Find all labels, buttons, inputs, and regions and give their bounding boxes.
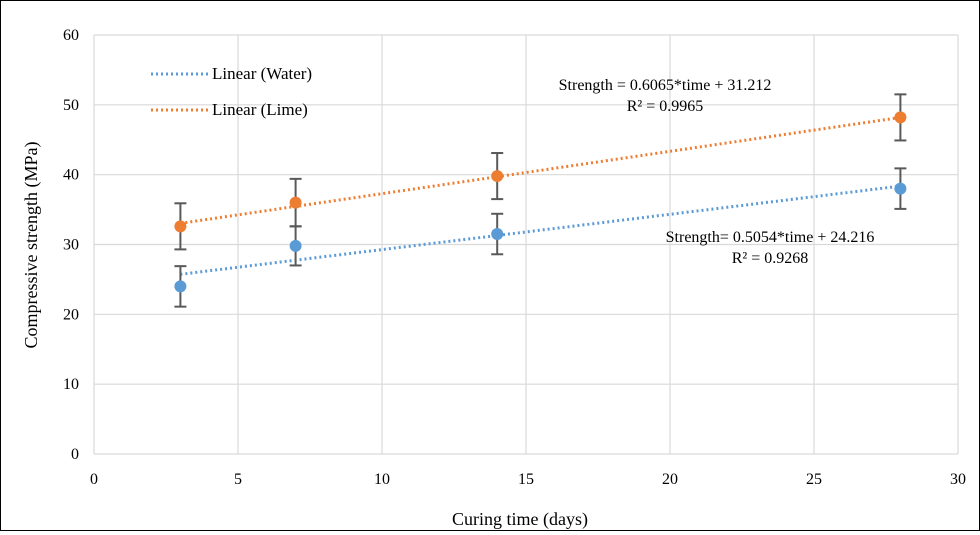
y-tick-label: 0 [71,446,79,463]
water-equation: Strength= 0.5054*time + 24.216 [666,229,875,246]
x-axis-title: Curing time (days) [452,509,588,530]
data-point-lime [174,220,187,233]
data-point-layer [174,111,907,293]
data-point-water [491,228,504,241]
lime-equation: Strength = 0.6065*time + 31.212 [559,77,772,94]
y-tick-label: 60 [63,27,79,44]
grid-layer [93,34,959,455]
tick-layer: 0 10 20 30 40 50 60 0 5 10 15 20 25 30 [63,27,966,488]
legend-label-water: Linear (Water) [212,64,312,83]
data-point-lime [289,196,302,209]
x-tick-label: 5 [234,471,242,488]
x-tick-label: 0 [90,471,98,488]
legend-label-lime: Linear (Lime) [212,100,308,119]
y-tick-label: 40 [63,167,79,184]
data-point-water [289,239,302,252]
x-tick-label: 20 [662,471,678,488]
x-tick-label: 30 [950,471,966,488]
trendline-water [180,184,901,276]
y-axis-title: Compressive strength (MPa) [21,142,42,349]
lime-r-squared: R² = 0.9965 [627,98,704,115]
x-tick-label: 10 [374,471,390,488]
lime-equation-annotation: Strength = 0.6065*time + 31.212 R² = 0.9… [559,77,772,115]
data-point-lime [894,111,907,124]
trendline-lime [180,115,901,225]
data-point-water [894,182,907,195]
x-tick-label: 25 [806,471,822,488]
data-point-lime [491,170,504,183]
y-tick-label: 20 [63,306,79,323]
data-point-water [174,280,187,293]
error-bar-layer [174,93,907,308]
water-r-squared: R² = 0.9268 [732,250,809,267]
legend: Linear (Water) Linear (Lime) [151,64,312,119]
y-tick-label: 30 [63,237,79,254]
water-equation-annotation: Strength= 0.5054*time + 24.216 R² = 0.92… [666,229,875,267]
x-tick-label: 15 [518,471,534,488]
y-tick-label: 50 [63,97,79,114]
y-tick-label: 10 [63,376,79,393]
